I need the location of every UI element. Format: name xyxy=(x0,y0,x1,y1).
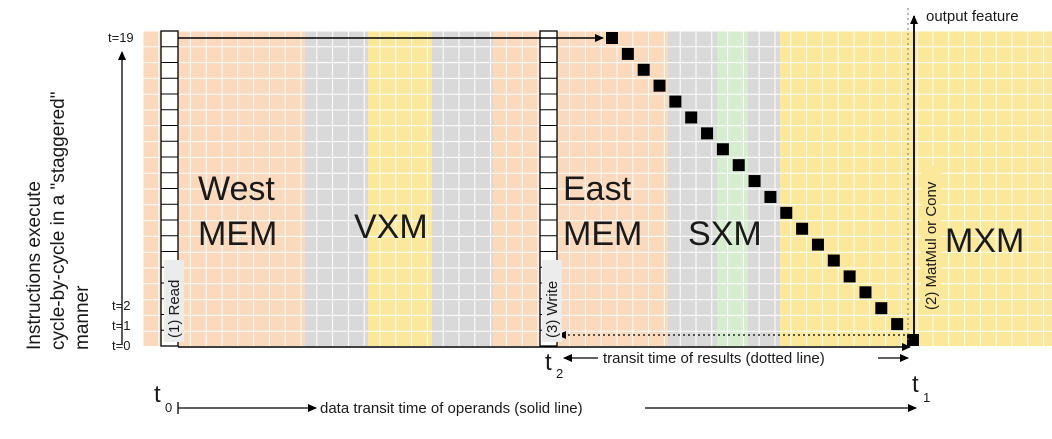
diagonal-square xyxy=(859,286,872,299)
t1-sub: 1 xyxy=(923,390,930,405)
diagonal-square xyxy=(621,47,634,60)
t1-main: t xyxy=(912,371,919,398)
t2-sub: 2 xyxy=(556,366,563,381)
diagonal-square xyxy=(796,222,809,235)
t2-marker: t 2 xyxy=(545,349,563,381)
diagonal-square xyxy=(764,190,777,203)
region-label-west-mem-2: MEM xyxy=(198,215,277,253)
tick-t2: t=2 xyxy=(112,298,130,313)
region-label-west-mem-1: West xyxy=(198,170,275,208)
results-transit-label: transit time of results (dotted line) xyxy=(603,350,825,367)
diagonal-square xyxy=(653,79,666,92)
region-label-east-mem-1: East xyxy=(563,170,632,208)
matmul-label: (2) MatMul or Conv xyxy=(923,181,940,310)
tick-t0: t=0 xyxy=(112,338,130,353)
operands-transit-label: data transit time of operands (solid lin… xyxy=(320,400,583,417)
tick-t1: t=1 xyxy=(112,318,130,333)
diagonal-square xyxy=(637,63,650,76)
read-label-group: (1) Read xyxy=(164,260,184,342)
t1-marker: t 1 xyxy=(912,371,930,405)
y-axis-label-line-3: manner xyxy=(72,285,93,350)
diagonal-square xyxy=(780,206,793,219)
diagonal-square xyxy=(827,254,840,267)
region-label-vxm: VXM xyxy=(354,208,428,246)
diagonal-square xyxy=(685,111,698,124)
diagonal-square xyxy=(907,334,919,346)
region-label-sxm: SXM xyxy=(688,215,762,253)
diagonal-square xyxy=(875,302,888,315)
cell-grid xyxy=(142,30,1052,346)
diagonal-square xyxy=(811,238,824,251)
diagonal-square xyxy=(716,143,729,156)
region-label-east-mem-2: MEM xyxy=(563,215,642,253)
write-label: (3) Write xyxy=(544,281,561,338)
tick-t19: t=19 xyxy=(108,30,134,45)
t0-main: t xyxy=(154,381,161,408)
y-axis-label-line-1: Instructions execute xyxy=(24,181,45,350)
diagonal-square xyxy=(701,127,714,140)
diagonal-square xyxy=(891,318,904,331)
diagonal-square xyxy=(669,95,682,108)
diagonal-square xyxy=(732,159,745,172)
output-feature-label: output feature xyxy=(926,8,1019,25)
diagonal-square xyxy=(748,175,761,188)
t2-main: t xyxy=(545,349,552,376)
staggered-instruction-diagonal xyxy=(606,32,919,346)
t0-sub: 0 xyxy=(165,400,172,415)
y-axis-label-line-2: cycle-by-cycle in a "staggered" xyxy=(48,92,69,351)
matmul-label-group: (2) MatMul or Conv xyxy=(921,166,941,314)
t0-marker: t 0 xyxy=(154,381,172,415)
diagonal-square xyxy=(606,32,618,44)
region-label-mxm: MXM xyxy=(945,222,1024,260)
read-label: (1) Read xyxy=(166,280,183,338)
write-label-group: (3) Write xyxy=(542,260,562,342)
y-axis-label: Instructions execute cycle-by-cycle in a… xyxy=(24,92,93,351)
diagonal-square xyxy=(843,270,856,283)
